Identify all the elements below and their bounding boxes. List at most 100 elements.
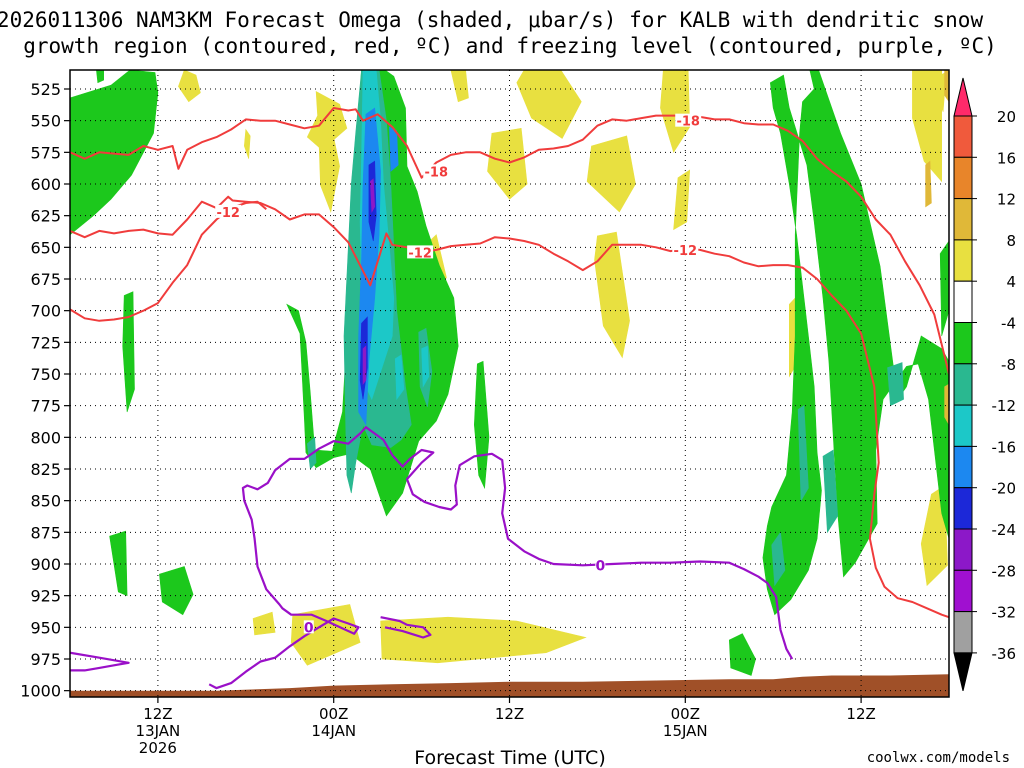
omega-4-area [70,70,159,236]
omega-4-area [586,135,636,213]
contour-label-bg [675,113,702,127]
colorbar-tick-label: -4 [1001,315,1016,333]
freezing-0c-line [70,651,130,672]
colorbar-tick-label: 16 [997,149,1016,167]
omega-8-area [822,449,839,534]
colorbar-box [953,156,973,200]
omega-24-area [362,345,367,385]
colorbar-box [953,322,973,365]
contour-label-bg [215,204,242,218]
dendritic-contour-label: -18 [425,165,449,180]
omega-4-area [96,70,104,84]
colorbar-box [953,198,973,241]
x-tick-label: 13JAN [136,722,181,740]
dendritic-contour-label: -12 [216,206,240,221]
omega-4-area [516,70,582,139]
omega-4-area [318,136,340,213]
contour-label-bg [595,558,606,572]
y-tick-label: 550 [30,112,61,131]
x-tick-label: 12Z [143,705,172,723]
omega-4-area [243,128,251,159]
freezing-0c-line [380,616,432,639]
y-axis: 525 550 575 600 625 650 675 700 725 750 775 800 825 8… [20,80,70,701]
omega-4-area [450,70,469,103]
x-tick-label: 00Z [319,705,348,723]
y-tick-label: 600 [30,175,61,194]
freezing-level-label: 0 [304,620,314,636]
omega-4-area [728,633,756,676]
y-tick-label: 750 [30,365,61,384]
colorbar-tick-label: 4 [1006,273,1016,291]
contour-labels: -12 -12 -12 -18 -18 0 0 [215,113,702,636]
colorbar-tick-label: -24 [992,521,1017,539]
colorbar-box [953,611,973,654]
colorbar-box [953,280,973,324]
dendritic-12c-line [70,200,267,322]
freezing-0c-line [208,426,794,690]
colorbar-tick-label: -20 [992,480,1017,498]
colorbar-box [953,115,973,158]
contour-label-bg [672,242,699,256]
colorbar-tick-label: 20 [997,108,1016,126]
chart-title-line2: growth region (contoured, red, ºC) and f… [23,34,997,58]
temperature-contours [70,107,949,690]
y-tick-label: 900 [30,555,61,574]
y-tick-label: 700 [30,302,61,321]
colorbar-box [953,528,973,571]
colorbar-tick-label: -32 [992,604,1017,622]
y-tick-label: 925 [30,587,61,606]
omega-4-area [594,231,630,359]
omega-4-area [939,240,949,337]
y-tick-label: 575 [30,143,61,162]
x-tick-label: 2026 [139,739,177,757]
colorbar-tick-label: 12 [997,191,1016,209]
omega-12-area [394,354,405,401]
omega-8-area [944,70,949,103]
dendritic-contour-label: -18 [676,115,700,130]
omega-8-area [887,362,904,407]
colorbar-top-arrow [953,77,973,117]
colorbar-tick-label: -16 [992,438,1017,456]
colorbar-tick-label: -36 [992,645,1017,663]
y-tick-label: 625 [30,207,61,226]
colorbar-box [953,445,973,489]
omega-4-area [122,291,135,413]
omega-12-area [421,345,430,388]
colorbar-box [953,363,973,406]
contour-label-bg [303,620,314,634]
x-axis-label: Forecast Time (UTC) [414,747,605,768]
x-tick-label: 15JAN [663,722,708,740]
colorbar-box [953,239,973,282]
contour-label-bg [423,164,450,178]
omega-4-area [380,616,587,664]
credit-text: coolwx.com/models [867,750,1010,766]
dendritic-contour-label: -12 [408,246,432,261]
omega-4-area [660,70,691,154]
y-tick-label: 950 [30,618,61,637]
omega-4-area [290,604,361,666]
x-tick-label: 00Z [671,705,700,723]
colorbar-box [953,404,973,447]
colorbar-tick-label: -28 [992,562,1017,580]
omega-4-area [159,566,194,616]
omega-4-area [178,70,201,103]
y-tick-label: 825 [30,460,61,479]
x-tick-label: 12Z [846,705,875,723]
y-tick-label: 650 [30,238,61,257]
y-tick-label: 875 [30,523,61,542]
freezing-level-label: 0 [595,558,605,574]
omega-4-area [935,72,947,112]
chart-title-line1: 2026011306 NAM3KM Forecast Omega (shaded… [0,8,983,32]
omega-4-area [912,70,943,183]
omega-8-area [944,383,949,426]
colorbar-tick-label: 8 [1006,232,1016,250]
colorbar-box [953,487,973,530]
omega-8-area [925,160,932,208]
omega-8-area [771,531,786,587]
omega-4-area [487,127,528,200]
omega-4-area [673,169,691,231]
omega-8-area [797,405,809,502]
colorbar-tick-label: -12 [992,397,1017,415]
y-tick-label: 675 [30,270,61,289]
